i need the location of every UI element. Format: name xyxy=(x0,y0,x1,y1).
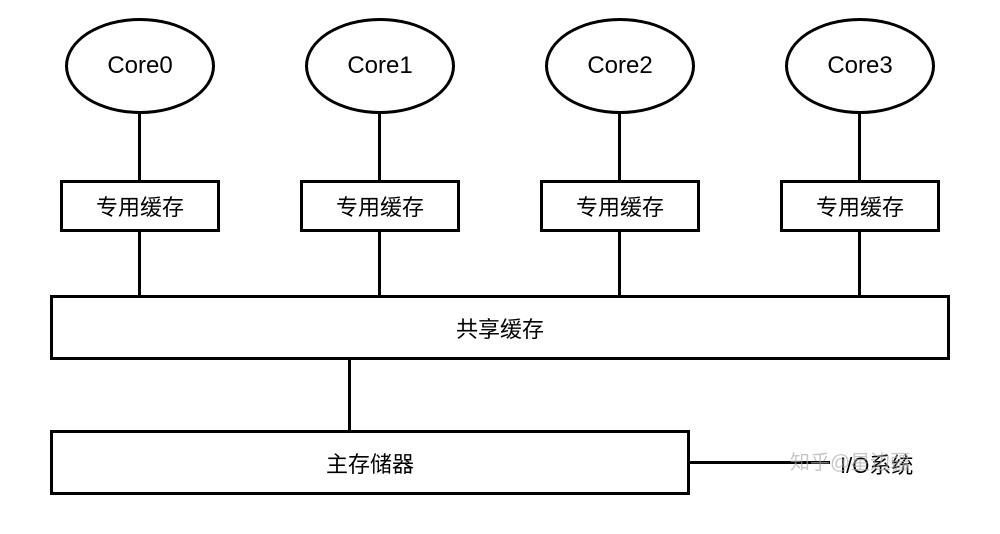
line-mem-io xyxy=(690,461,830,464)
core-2: Core2 xyxy=(545,18,695,114)
shared-cache: 共享缓存 xyxy=(50,295,950,360)
line-cache2-shared xyxy=(618,232,621,295)
core-3: Core3 xyxy=(785,18,935,114)
main-memory: 主存储器 xyxy=(50,430,690,495)
core-1-label: Core1 xyxy=(347,52,412,80)
line-cache0-shared xyxy=(138,232,141,295)
line-shared-mem xyxy=(348,360,351,430)
core-2-label: Core2 xyxy=(587,52,652,80)
line-core0-cache0 xyxy=(138,114,141,180)
core-0: Core0 xyxy=(65,18,215,114)
line-cache3-shared xyxy=(858,232,861,295)
private-cache-2-label: 专用缓存 xyxy=(576,190,664,222)
private-cache-1-label: 专用缓存 xyxy=(336,190,424,222)
shared-cache-label: 共享缓存 xyxy=(456,312,544,344)
io-system-label: I/O系统 xyxy=(840,448,913,480)
core-0-label: Core0 xyxy=(107,52,172,80)
private-cache-0: 专用缓存 xyxy=(60,180,220,232)
private-cache-3: 专用缓存 xyxy=(780,180,940,232)
line-core1-cache1 xyxy=(378,114,381,180)
line-core3-cache3 xyxy=(858,114,861,180)
core-3-label: Core3 xyxy=(827,52,892,80)
private-cache-0-label: 专用缓存 xyxy=(96,190,184,222)
private-cache-2: 专用缓存 xyxy=(540,180,700,232)
private-cache-3-label: 专用缓存 xyxy=(816,190,904,222)
line-cache1-shared xyxy=(378,232,381,295)
private-cache-1: 专用缓存 xyxy=(300,180,460,232)
line-core2-cache2 xyxy=(618,114,621,180)
architecture-diagram: Core0 Core1 Core2 Core3 专用缓存 专用缓存 专用缓存 专… xyxy=(0,0,1000,534)
main-memory-label: 主存储器 xyxy=(326,447,414,479)
core-1: Core1 xyxy=(305,18,455,114)
